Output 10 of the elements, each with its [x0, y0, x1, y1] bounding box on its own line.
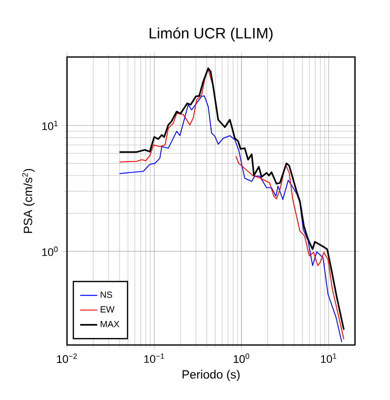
x-tick-label: 10$^{0}$: [234, 354, 250, 363]
legend-label: MAX: [100, 320, 120, 328]
legend-label: EW: [100, 306, 114, 312]
legend-label: NS: [100, 291, 112, 298]
x-axis-title: Periodo (s): [182, 370, 240, 382]
y-axis-title: PSA (cm/s$^{2}$): [22, 168, 35, 233]
x-tick-label: 10$^{−2}$: [57, 354, 77, 363]
chart-title: Limón UCR (LLIM): [150, 27, 273, 42]
x-tick-label: 10$^{1}$: [321, 354, 336, 363]
x-tick-label: 10$^{−1}$: [144, 354, 164, 363]
